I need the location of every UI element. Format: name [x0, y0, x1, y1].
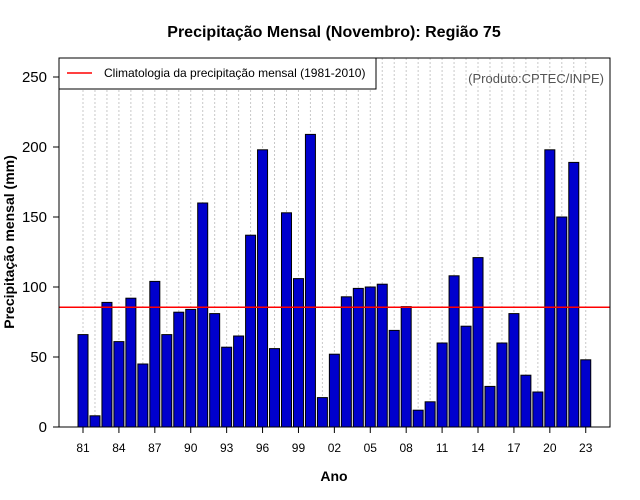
x-tick-label: 96 — [256, 441, 270, 455]
bar-1991 — [197, 202, 209, 428]
x-tick-label: 02 — [328, 441, 342, 455]
y-tick-label: 250 — [22, 69, 47, 86]
bar-1982 — [89, 415, 101, 428]
chart-title: Precipitação Mensal (Novembro): Região 7… — [167, 24, 501, 41]
y-axis-label: Precipitação mensal (mm) — [1, 155, 17, 329]
bar-1990 — [185, 308, 197, 428]
x-tick-label: 11 — [436, 441, 449, 455]
bar-2017 — [508, 313, 520, 428]
bar-1994 — [233, 335, 245, 428]
bar-1987 — [149, 280, 161, 428]
vertical-gridlines — [82, 58, 587, 427]
bar-2020 — [544, 149, 556, 428]
source-note: (Produto:CPTEC/INPE) — [468, 71, 604, 86]
bar-1992 — [209, 313, 221, 428]
bar-1995 — [245, 234, 257, 428]
x-axis-label: Ano — [320, 468, 347, 484]
y-axis: 0 50 100 150 200 250 — [22, 69, 59, 436]
bar-2019 — [532, 391, 544, 428]
x-tick-label: 99 — [292, 441, 306, 455]
bar-1993 — [221, 346, 233, 428]
legend-label: Climatologia da precipitação mensal (198… — [104, 66, 365, 80]
x-tick-label: 93 — [220, 441, 234, 455]
legend: Climatologia da precipitação mensal (198… — [58, 57, 377, 90]
bar-2009 — [412, 409, 424, 428]
x-tick-label: 05 — [364, 441, 378, 455]
x-tick-label: 14 — [471, 441, 485, 455]
bar-2008 — [400, 306, 412, 428]
y-tick-label: 200 — [22, 139, 47, 156]
bar-1981 — [77, 334, 89, 428]
x-axis: 81 84 87 90 93 96 99 02 05 08 11 14 17 20 23 — [76, 427, 593, 455]
bar-2006 — [376, 283, 388, 428]
bar-1988 — [161, 334, 173, 428]
bar-2007 — [388, 329, 400, 428]
bar-1985 — [125, 297, 137, 428]
bar-2004 — [352, 287, 364, 428]
legend-box — [58, 57, 377, 90]
bar-1984 — [113, 341, 125, 428]
bar-2018 — [520, 374, 532, 428]
bar-1997 — [269, 348, 281, 428]
bar-2010 — [424, 401, 436, 428]
y-tick-label: 150 — [22, 209, 47, 226]
bar-1989 — [173, 311, 185, 428]
bar-2014 — [472, 257, 484, 428]
y-tick-label: 100 — [22, 279, 47, 296]
bar-2000 — [304, 133, 316, 428]
bar-2003 — [340, 296, 352, 428]
x-tick-label: 87 — [148, 441, 162, 455]
bar-2012 — [448, 275, 460, 428]
bar-2002 — [328, 353, 340, 428]
y-tick-label: 0 — [39, 419, 47, 436]
y-tick-label: 50 — [30, 349, 47, 366]
x-tick-label: 84 — [112, 441, 126, 455]
bar-1986 — [137, 363, 149, 428]
x-tick-label: 81 — [76, 441, 90, 455]
bar-1996 — [257, 149, 269, 428]
bar-2013 — [460, 325, 472, 428]
bar-1999 — [292, 278, 304, 428]
bar-2015 — [484, 385, 496, 428]
bar-2001 — [316, 397, 328, 428]
bar-1998 — [280, 212, 292, 428]
bar-2022 — [568, 161, 580, 428]
bar-2021 — [556, 216, 568, 428]
bars — [77, 133, 592, 428]
x-tick-label: 90 — [184, 441, 198, 455]
bar-1983 — [101, 301, 113, 428]
bar-2011 — [436, 342, 448, 428]
x-tick-label: 08 — [400, 441, 414, 455]
x-tick-label: 17 — [507, 441, 521, 455]
bar-2016 — [496, 342, 508, 428]
x-tick-label: 23 — [579, 441, 593, 455]
bar-2023 — [580, 359, 592, 428]
x-tick-label: 20 — [543, 441, 557, 455]
